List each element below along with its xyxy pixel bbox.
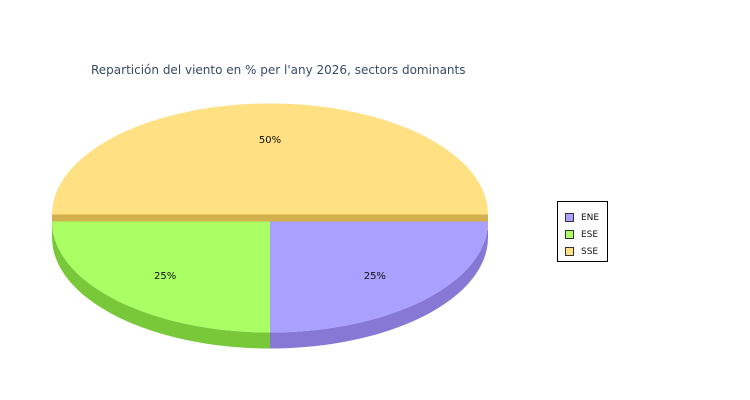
slice-side-ese bbox=[52, 221, 270, 349]
slice-label-sse: 50% bbox=[259, 135, 281, 146]
legend: ENE ESE SSE bbox=[557, 201, 608, 262]
legend-label-ene: ENE bbox=[581, 212, 600, 223]
slice-ese bbox=[52, 221, 270, 333]
slice-label-ese: 25% bbox=[154, 271, 176, 282]
legend-swatch-sse bbox=[565, 247, 574, 256]
chart-title: Repartición del viento en % per l'any 20… bbox=[91, 63, 466, 77]
slice-sse bbox=[52, 103, 488, 215]
legend-item-ese: ESE bbox=[558, 226, 607, 243]
slice-ene bbox=[270, 221, 488, 333]
legend-swatch-ene bbox=[565, 213, 574, 222]
legend-label-ese: ESE bbox=[581, 229, 599, 240]
legend-item-ene: ENE bbox=[558, 209, 607, 226]
slice-label-ene: 25% bbox=[364, 271, 386, 282]
legend-label-sse: SSE bbox=[581, 246, 599, 257]
legend-item-sse: SSE bbox=[558, 243, 607, 260]
legend-swatch-ese bbox=[565, 230, 574, 239]
slice-side-ene bbox=[270, 221, 488, 349]
